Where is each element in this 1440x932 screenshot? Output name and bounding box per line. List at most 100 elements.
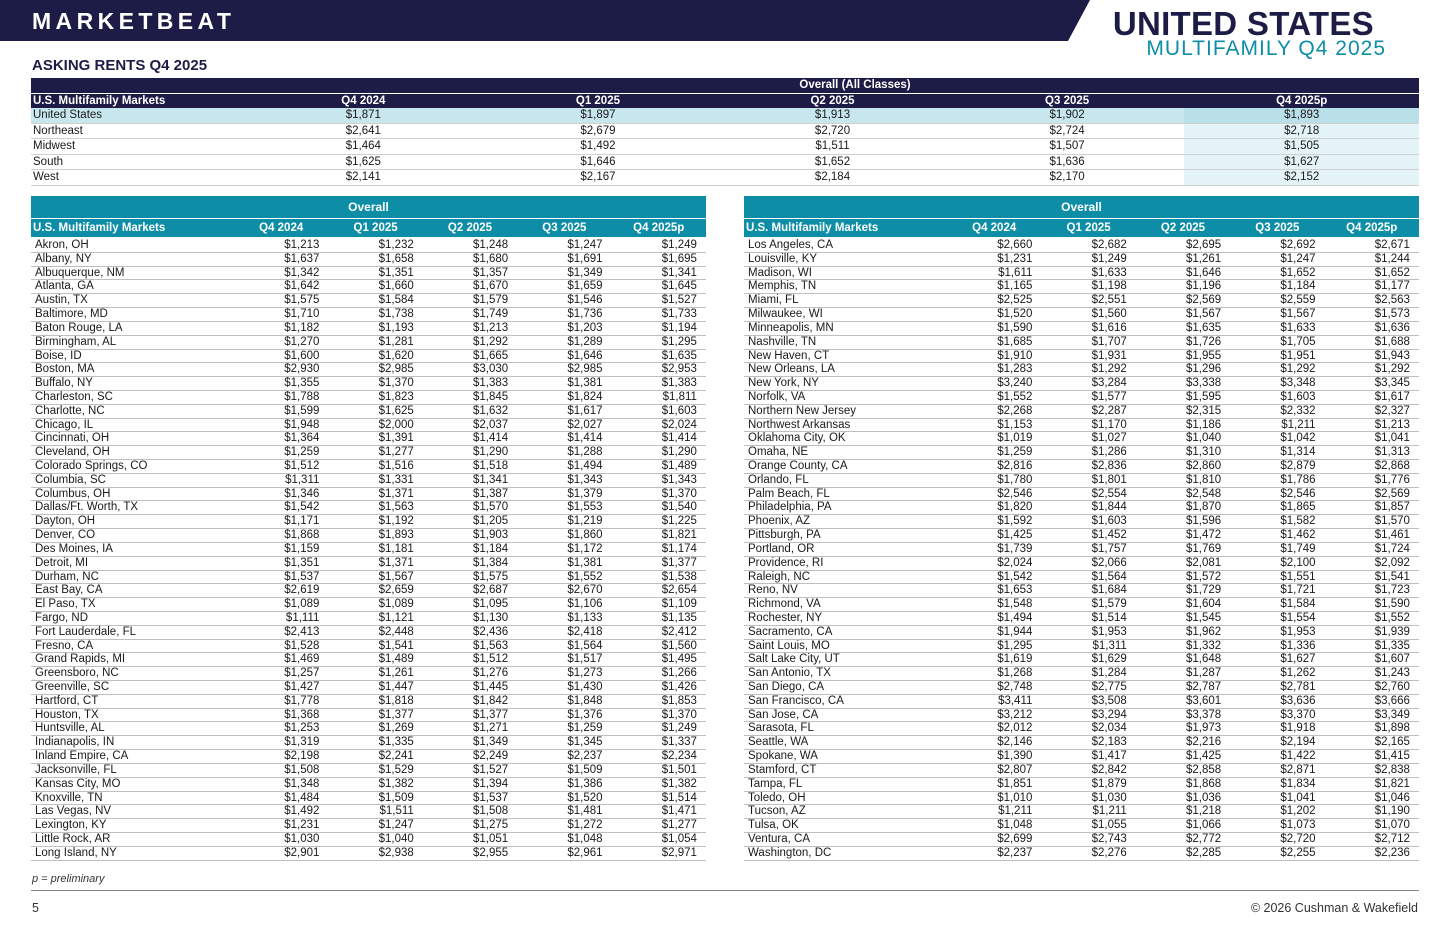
column-header: Q1 2025	[575, 95, 620, 107]
rent-value: $2,641	[345, 124, 381, 137]
table-row: Dallas/Ft. Worth, TX $1,542 $1,563 $1,570 $1…	[31, 501, 706, 516]
table-row: San Jose, CA $3,212 $3,294 $3,378 $3,370 $3,3…	[744, 709, 1419, 723]
rent-value: $1,379	[567, 487, 603, 500]
rent-value: $1,249	[661, 722, 697, 735]
market-name: Tulsa, OK	[748, 819, 799, 832]
rent-value: $2,720	[1280, 832, 1316, 845]
table-body: Akron, OH $1,213 $1,232 $1,248 $1,247 $1,249 A…	[31, 237, 706, 861]
rent-value: $1,211	[1281, 418, 1316, 431]
market-name: Raleigh, NC	[748, 570, 810, 583]
section-title: ASKING RENTS Q4 2025	[32, 57, 208, 74]
rent-value: $1,691	[567, 252, 603, 265]
table-row: Omaha, NE $1,259 $1,286 $1,310 $1,314 $1,313	[744, 446, 1419, 460]
rent-value: $1,603	[1280, 390, 1316, 403]
table-row: Knoxville, TN $1,484 $1,509 $1,537 $1,520 $1,…	[31, 792, 706, 806]
rent-value: $1,295	[661, 335, 697, 348]
summary-group-header: Overall (All Classes)	[31, 78, 1419, 93]
market-name: Columbus, OH	[35, 487, 111, 500]
rent-value: $2,838	[1374, 763, 1410, 776]
rent-value: $2,775	[1091, 681, 1127, 693]
rent-value: $1,046	[1374, 791, 1410, 804]
rent-value: $1,266	[661, 667, 697, 680]
rent-value: $1,517	[567, 653, 603, 666]
rent-value: $1,073	[1280, 819, 1316, 832]
rent-value: $1,464	[345, 140, 381, 152]
summary-row: South $1,625 $1,646 $1,652 $1,636 $1,627	[31, 154, 1419, 170]
market-name: Sarasota, FL	[748, 722, 814, 735]
rent-value: $1,879	[1091, 777, 1127, 790]
rent-value: $1,288	[567, 446, 603, 459]
region-name: West	[33, 171, 59, 183]
rent-value: $3,508	[1091, 694, 1127, 707]
rent-value: $2,448	[378, 625, 414, 638]
rent-value: $2,807	[997, 763, 1033, 776]
market-name: Austin, TX	[35, 294, 88, 307]
rent-value: $2,100	[1280, 556, 1316, 569]
table-row: New Haven, CT $1,910 $1,931 $1,955 $1,951 $1,…	[744, 350, 1419, 364]
rent-value: $2,748	[997, 681, 1033, 693]
header-bar	[0, 0, 1090, 41]
table-row: Albany, NY $1,637 $1,658 $1,680 $1,691 $1,695	[31, 253, 706, 267]
rent-value: $2,816	[997, 460, 1033, 472]
rent-value: $2,546	[1280, 487, 1316, 500]
rent-value: $1,425	[997, 529, 1033, 542]
rent-value: $1,607	[1374, 653, 1410, 666]
rent-value: $1,133	[567, 611, 603, 624]
rent-value: $1,253	[284, 722, 320, 735]
rent-value: $1,514	[661, 791, 697, 804]
rent-value: $1,721	[1280, 584, 1316, 597]
table-row: Fargo, ND $1,111 $1,121 $1,130 $1,133 $1,135	[31, 612, 706, 626]
rent-value: $1,332	[1185, 639, 1222, 652]
market-name: Fresno, CA	[35, 639, 94, 652]
market-name: Albuquerque, NM	[35, 266, 125, 279]
rent-value: $1,425	[1185, 750, 1222, 763]
table-row: Memphis, TN $1,165 $1,198 $1,196 $1,184 $1,17…	[744, 280, 1419, 295]
summary-body: United States $1,871 $1,897 $1,913 $1,902 $1,…	[31, 108, 1419, 186]
rent-value: $2,695	[1185, 239, 1222, 251]
market-name: Albany, NY	[35, 252, 92, 265]
rent-value: $2,699	[997, 832, 1033, 845]
market-name: Charlotte, NC	[35, 404, 105, 417]
table-row: Houston, TX $1,368 $1,377 $1,377 $1,376 $1,37…	[31, 709, 706, 723]
rent-value: $1,036	[1185, 791, 1222, 804]
rent-value: $1,769	[1185, 542, 1222, 555]
rent-value: $1,218	[1185, 805, 1222, 818]
rent-value: $1,617	[567, 404, 603, 417]
table-column-header: U.S. Multifamily Markets Q4 2024 Q1 2025…	[744, 218, 1419, 237]
market-name: Norfolk, VA	[748, 390, 806, 403]
region-name: United States	[33, 109, 103, 121]
rent-value: $1,724	[1374, 542, 1410, 555]
rent-value: $1,776	[1374, 473, 1410, 486]
rent-value: $1,573	[1374, 308, 1410, 321]
rent-value: $1,633	[1280, 321, 1316, 334]
rent-value: $1,652	[1374, 266, 1410, 279]
rent-value: $2,546	[997, 487, 1033, 500]
summary-row: Midwest $1,464 $1,492 $1,511 $1,507 $1,505	[31, 139, 1419, 155]
rent-value: $2,198	[284, 750, 320, 763]
table-row: Greensboro, NC $1,257 $1,261 $1,276 $1,273 $1…	[31, 667, 706, 681]
table-group-header: Overall	[31, 196, 706, 218]
rent-value: $1,335	[378, 736, 414, 749]
rent-value: $1,897	[580, 109, 616, 121]
rent-value: $1,193	[378, 321, 414, 334]
rent-value: $1,508	[472, 805, 509, 818]
rent-value: $2,412	[661, 625, 697, 638]
rent-value: $1,625	[378, 404, 414, 417]
rent-value: $2,670	[567, 584, 603, 597]
rent-value: $1,383	[472, 377, 509, 390]
rent-value: $2,332	[1280, 404, 1316, 417]
rent-value: $2,525	[997, 294, 1033, 307]
rent-value: $1,611	[998, 266, 1033, 279]
rent-value: $1,313	[1374, 446, 1410, 459]
rent-value: $1,135	[661, 611, 697, 624]
rent-value: $1,870	[1185, 501, 1222, 514]
market-name: Pittsburgh, PA	[748, 529, 821, 542]
rent-value: $2,619	[284, 584, 320, 597]
market-name: Madison, WI	[748, 266, 812, 279]
rent-value: $1,660	[378, 280, 414, 293]
rent-value: $1,575	[472, 570, 509, 583]
rent-value: $1,903	[472, 529, 509, 542]
rent-value: $2,860	[1185, 460, 1222, 472]
rent-value: $1,599	[284, 404, 320, 417]
region-name: Midwest	[33, 140, 76, 152]
